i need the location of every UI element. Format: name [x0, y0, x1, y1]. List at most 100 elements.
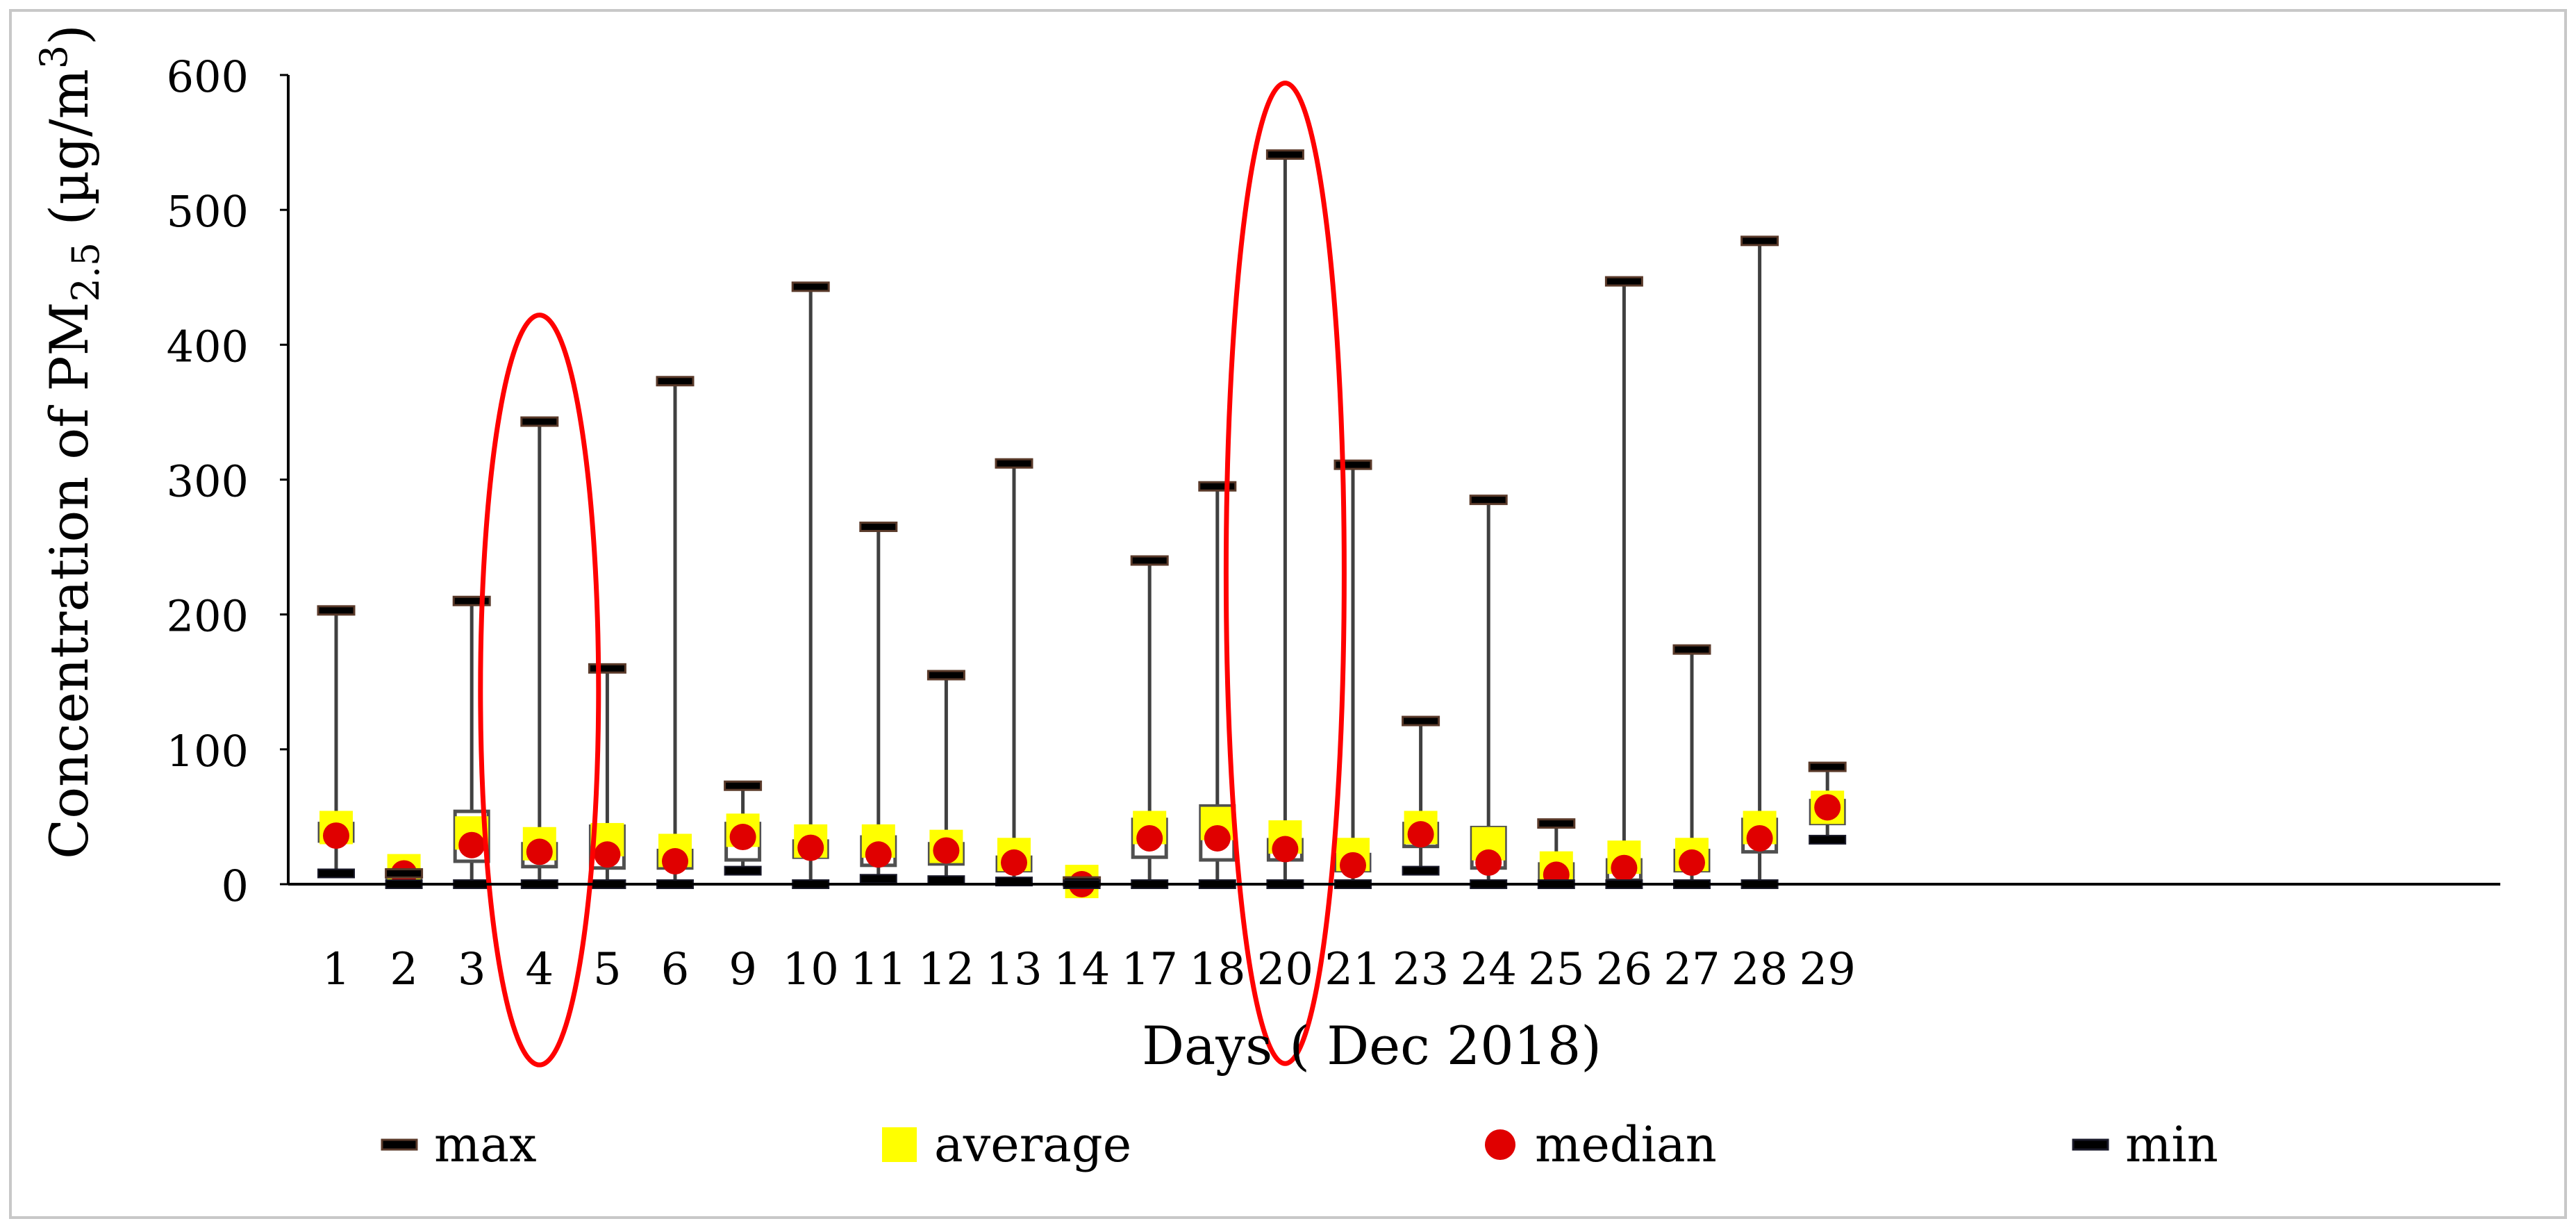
x-tick-label: 2 — [390, 944, 418, 995]
median-marker — [1340, 852, 1366, 879]
max-marker — [1469, 495, 1508, 506]
highlight-ellipse — [1223, 81, 1347, 1066]
y-tick-label: 500 — [167, 186, 249, 237]
x-tick-label: 23 — [1393, 944, 1449, 995]
max-marker — [1265, 149, 1304, 160]
day-group — [1402, 715, 1440, 876]
x-tick-label: 10 — [782, 944, 838, 995]
x-tick-label: 11 — [850, 944, 906, 995]
day-group — [859, 521, 898, 884]
x-tick-label: 5 — [593, 944, 622, 995]
day-group — [1469, 495, 1508, 889]
day-group — [995, 458, 1033, 887]
max-marker — [859, 521, 898, 532]
x-tick-label: 6 — [661, 944, 690, 995]
day-group — [1063, 865, 1102, 899]
max-marker — [1808, 761, 1847, 772]
median-marker — [797, 834, 824, 861]
legend-swatch-median — [1485, 1129, 1515, 1160]
median-marker — [1001, 849, 1027, 876]
max-marker — [926, 670, 965, 681]
min-marker — [859, 874, 897, 884]
y-tick-label: 600 — [167, 51, 249, 102]
y-axis-title: Concentration of PM2.5 (µg/m3) — [32, 24, 108, 859]
y-tick-label: 400 — [167, 321, 249, 372]
day-group — [1740, 235, 1779, 889]
x-tick-label: 24 — [1460, 944, 1516, 995]
max-marker — [1198, 481, 1237, 492]
x-tick-label: 21 — [1324, 944, 1381, 995]
y-tick-label: 300 — [167, 456, 249, 507]
y-tick-label: 0 — [222, 861, 249, 911]
highlight-ellipse — [478, 313, 601, 1068]
max-marker — [724, 780, 763, 791]
chart-border — [9, 9, 2567, 1219]
x-tick-label: 13 — [986, 944, 1042, 995]
median-marker — [1204, 824, 1231, 852]
x-axis-title: Days ( Dec 2018) — [1142, 1015, 1602, 1077]
legend-label-max: max — [434, 1116, 537, 1173]
x-tick-label: 28 — [1731, 944, 1788, 995]
day-group — [1198, 481, 1237, 889]
legend: max average median min — [381, 1116, 2218, 1173]
y-tick-label: 100 — [167, 726, 249, 777]
max-marker — [656, 376, 695, 387]
median-marker — [1136, 824, 1163, 852]
day-group — [520, 416, 559, 889]
median-marker — [458, 831, 485, 858]
svg-text:Concentration of PM2.5 (µg/m3): Concentration of PM2.5 (µg/m3) — [32, 24, 108, 859]
median-marker — [1814, 794, 1841, 821]
x-tick-label: 9 — [729, 944, 757, 995]
median-marker — [1407, 821, 1434, 848]
x-tick-label: 20 — [1257, 944, 1313, 995]
y-tick-label: 200 — [167, 591, 249, 642]
x-tick-label: 18 — [1189, 944, 1245, 995]
x-tick-label: 29 — [1799, 944, 1855, 995]
max-marker — [1537, 818, 1576, 829]
legend-label-median: median — [1535, 1116, 1717, 1173]
x-tick-label: 3 — [458, 944, 486, 995]
max-marker — [1740, 235, 1779, 247]
x-tick-label: 26 — [1596, 944, 1652, 995]
x-tick-label: 14 — [1054, 944, 1110, 995]
median-marker — [933, 837, 960, 864]
min-marker — [1402, 865, 1440, 876]
max-marker — [1604, 276, 1643, 287]
day-group — [1130, 555, 1169, 889]
median-marker — [662, 847, 688, 874]
legend-label-min: min — [2125, 1116, 2218, 1173]
median-marker — [594, 841, 621, 868]
max-marker — [588, 663, 626, 674]
max-marker — [520, 416, 559, 427]
median-marker — [1611, 854, 1638, 881]
x-tick-label: 27 — [1663, 944, 1720, 995]
day-group — [317, 605, 356, 879]
y-axis-ticks: 0 100 200 300 400 500 600 — [167, 51, 288, 911]
max-marker — [385, 868, 424, 879]
day-group — [1265, 149, 1304, 889]
day-group — [1604, 276, 1643, 889]
day-group — [656, 376, 695, 889]
median-marker — [1272, 836, 1299, 863]
x-tick-label: 12 — [918, 944, 974, 995]
median-marker — [1679, 849, 1705, 876]
legend-swatch-min — [2072, 1138, 2109, 1151]
median-marker — [1475, 849, 1502, 876]
median-marker — [1746, 824, 1773, 852]
x-tick-label: 17 — [1121, 944, 1177, 995]
day-group — [926, 670, 965, 886]
max-marker — [1672, 644, 1711, 655]
median-marker — [865, 841, 892, 868]
min-marker — [1809, 834, 1847, 845]
plot-area — [317, 149, 1847, 899]
x-axis-ticks: 1 2 3 4 5 6 9 10 11 12 13 14 17 18 20 21 23 24 25 26 27 28 29 — [322, 944, 1856, 995]
median-marker — [323, 822, 349, 849]
legend-swatch-average — [882, 1127, 917, 1162]
max-marker — [995, 458, 1033, 469]
max-marker — [791, 281, 830, 292]
max-marker — [1402, 715, 1440, 727]
median-marker — [526, 838, 553, 865]
day-group — [1808, 761, 1847, 845]
day-group — [1537, 818, 1576, 889]
